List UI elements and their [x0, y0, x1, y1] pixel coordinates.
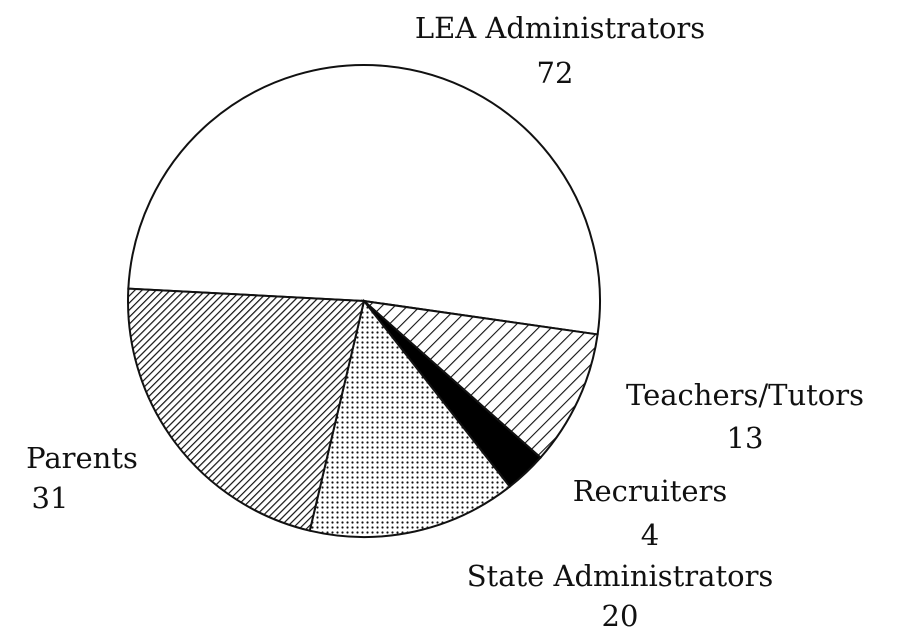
slice-value-label: 31: [32, 481, 69, 515]
pie-slice: [360, 299, 599, 460]
pie-slice: [308, 298, 512, 538]
slice-value-label: 20: [602, 599, 639, 631]
slice-label: Teachers/Tutors: [626, 378, 864, 412]
slice-label: Recruiters: [573, 474, 728, 508]
pie-slice: [127, 287, 366, 532]
slice-label: Parents: [26, 441, 138, 475]
slice-value-label: 13: [727, 421, 764, 455]
slice-value-label: 72: [537, 56, 574, 90]
slice-label: LEA Administrators: [415, 11, 705, 45]
pie-slice: [127, 64, 601, 336]
slice-label: State Administrators: [467, 559, 774, 593]
slice-value-label: 4: [641, 518, 659, 552]
